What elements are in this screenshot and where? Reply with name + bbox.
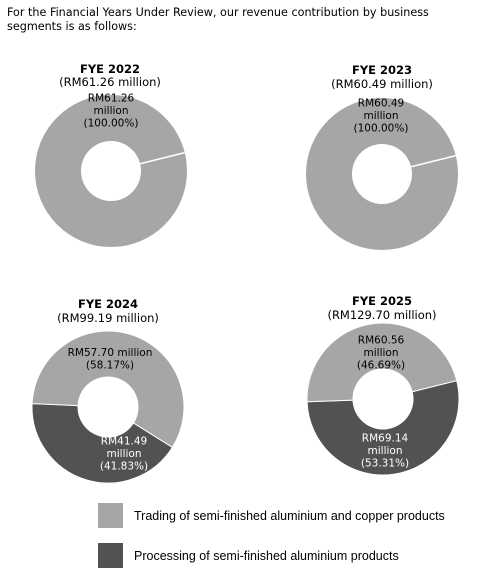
donut-slice-trading-of-semi-finished-aluminium-and-copper-products — [31, 330, 185, 448]
slice-label-line: RM57.70 million — [68, 347, 153, 359]
slice-label-line: million — [364, 110, 399, 122]
chart-subtitle-fye-2023: (RM60.49 million) — [331, 77, 433, 91]
chart-subtitle-fye-2022: (RM61.26 million) — [59, 75, 161, 89]
slice-label-line: (53.31%) — [361, 458, 409, 470]
chart-subtitle-fye-2024: (RM99.19 million) — [57, 311, 159, 325]
slice-label-trading-of-semi-finished-aluminium-and-copper-products: RM57.70 million (58.17%) — [68, 347, 153, 372]
slice-label-line: million — [94, 105, 129, 117]
slice-label-line: RM60.49 — [358, 98, 404, 110]
slice-label-line: million — [368, 445, 403, 457]
legend-item-trading: Trading of semi-finished aluminium and c… — [98, 503, 445, 528]
slice-label-line: million — [364, 347, 399, 359]
slice-label-line: million — [107, 448, 142, 460]
donut-slice-divider — [139, 151, 185, 165]
slice-label-line: RM61.26 — [88, 93, 135, 105]
slice-label-line: (100.00%) — [84, 118, 139, 130]
slice-label-trading-of-semi-finished-aluminium-and-copper-products: RM60.49 million (100.00%) — [354, 98, 409, 135]
legend-label-trading: Trading of semi-finished aluminium and c… — [134, 508, 445, 523]
slice-label-line: (58.17%) — [86, 359, 134, 371]
legend-label-processing: Processing of semi-finished aluminium pr… — [134, 548, 399, 563]
chart-title-fye-2024: FYE 2024 — [77, 297, 139, 311]
slice-label-trading-of-semi-finished-aluminium-and-copper-products: RM61.26 million (100.00%) — [84, 93, 139, 130]
donut-slice-divider — [410, 154, 456, 168]
slice-label-line: (46.69%) — [357, 360, 405, 372]
chart-title-fye-2022: FYE 2022 — [79, 62, 141, 76]
legend-item-processing: Processing of semi-finished aluminium pr… — [98, 543, 399, 568]
intro-text: For the Financial Years Under Review, ou… — [7, 6, 429, 33]
donut-slice-processing-of-semi-finished-aluminium-products — [306, 380, 460, 476]
slice-label-line: RM60.56 — [358, 335, 405, 347]
slice-label-trading-of-semi-finished-aluminium-and-copper-products: RM60.56 million (46.69%) — [357, 335, 405, 372]
donut-slice-processing-of-semi-finished-aluminium-products — [31, 403, 174, 484]
slice-label-processing-of-semi-finished-aluminium-products: RM41.49 million (41.83%) — [100, 436, 148, 473]
donut-slice-trading-of-semi-finished-aluminium-and-copper-products — [306, 98, 458, 250]
slice-label-line: RM41.49 — [101, 436, 147, 448]
chart-title-fye-2023: FYE 2023 — [351, 63, 413, 77]
legend-swatch-trading — [98, 503, 123, 528]
slice-label-line: (100.00%) — [354, 123, 409, 135]
slice-label-line: RM69.14 — [362, 433, 409, 445]
chart-subtitle-fye-2025: (RM129.70 million) — [327, 308, 437, 322]
slice-label-line: (41.83%) — [100, 461, 148, 473]
slice-label-processing-of-semi-finished-aluminium-products: RM69.14 million (53.31%) — [361, 433, 409, 470]
legend-swatch-processing — [98, 543, 123, 568]
donut-slice-trading-of-semi-finished-aluminium-and-copper-products — [306, 322, 458, 403]
chart-title-fye-2025: FYE 2025 — [351, 294, 413, 308]
donut-slice-trading-of-semi-finished-aluminium-and-copper-products — [34, 94, 187, 248]
